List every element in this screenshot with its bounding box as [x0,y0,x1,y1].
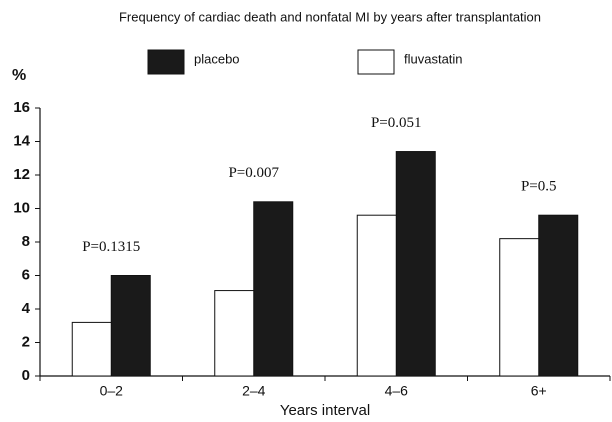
x-axis-label: Years interval [280,402,370,419]
bar [499,238,540,377]
annotation: P=0.5 [521,179,557,195]
x-tick-label: 4–6 [385,383,409,399]
legend-swatch [147,49,185,75]
y-tick-label: 4 [22,300,31,317]
y-axis-label: % [12,67,26,84]
x-tick-label: 2–4 [242,383,266,399]
y-tick-label: 12 [13,166,30,183]
legend-label: placebo [194,51,240,66]
bar [214,290,255,377]
annotation: P=0.007 [228,165,279,181]
y-tick-label: 0 [22,367,30,384]
bar [356,214,397,377]
bar [71,321,112,377]
x-tick-label: 6+ [531,383,547,399]
legend-label: fluvastatin [404,51,463,66]
annotation: P=0.051 [371,115,422,131]
bar [395,151,436,377]
y-tick-label: 8 [22,233,30,250]
annotation: P=0.1315 [82,239,140,255]
x-tick-label: 0–2 [100,383,124,399]
y-tick-label: 14 [13,132,30,149]
y-tick-label: 10 [13,199,30,216]
bar [253,201,294,377]
y-tick-label: 2 [22,333,30,350]
bar [110,275,151,377]
y-tick-label: 6 [22,266,30,283]
y-tick-label: 16 [13,99,30,116]
chart-title: Frequency of cardiac death and nonfatal … [119,9,541,24]
legend-swatch [357,49,395,75]
bar [538,214,579,377]
